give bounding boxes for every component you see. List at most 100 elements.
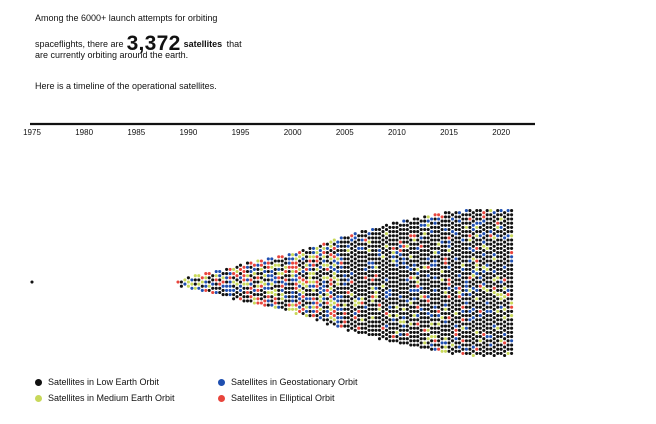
satellite-dot bbox=[430, 242, 434, 246]
satellite-dot bbox=[496, 330, 500, 334]
satellite-dot bbox=[377, 320, 382, 324]
satellite-dot bbox=[496, 301, 500, 305]
satellite-dot bbox=[353, 295, 357, 299]
satellite-dot bbox=[430, 255, 434, 259]
satellite-dot bbox=[395, 305, 399, 309]
satellite-dot bbox=[336, 303, 340, 307]
satellite-dot bbox=[419, 274, 423, 278]
satellite-dot bbox=[395, 322, 399, 326]
satellite-dot bbox=[291, 265, 295, 269]
satellite-dot bbox=[457, 219, 461, 223]
satellite-dot bbox=[471, 269, 475, 274]
satellite-dot bbox=[499, 301, 503, 305]
satellite-dot bbox=[332, 259, 336, 263]
satellite-dot bbox=[315, 301, 319, 305]
satellite-dot bbox=[405, 337, 409, 341]
satellite-dot bbox=[405, 240, 409, 244]
satellite-dot bbox=[322, 255, 326, 259]
satellite-dot bbox=[496, 351, 500, 355]
satellite-dot bbox=[353, 290, 357, 295]
satellite-dot bbox=[311, 301, 316, 305]
satellite-dot bbox=[433, 213, 437, 217]
satellite-dot bbox=[391, 263, 395, 267]
satellite-dot bbox=[419, 337, 423, 341]
satellite-dot bbox=[398, 232, 402, 236]
satellite-dot bbox=[496, 221, 500, 225]
satellite-dot bbox=[315, 297, 319, 301]
satellite-dot bbox=[329, 303, 333, 307]
satellite-dot bbox=[499, 225, 503, 229]
satellite-dot bbox=[384, 278, 389, 282]
satellite-dot bbox=[440, 337, 444, 341]
satellite-dot bbox=[430, 326, 434, 330]
satellite-dot bbox=[384, 261, 389, 265]
satellite-dot bbox=[510, 309, 514, 313]
satellite-dot bbox=[496, 217, 500, 221]
satellite-dot bbox=[402, 328, 406, 332]
satellite-dot bbox=[492, 341, 496, 345]
satellite-dot bbox=[485, 242, 489, 246]
satellite-dot bbox=[384, 299, 389, 303]
satellite-dot bbox=[440, 290, 444, 295]
satellite-dot bbox=[263, 286, 267, 290]
satellite-dot bbox=[416, 288, 420, 292]
satellite-dot bbox=[179, 280, 183, 284]
satellite-dot bbox=[377, 303, 382, 307]
satellite-dot bbox=[457, 286, 461, 290]
satellite-dot bbox=[450, 305, 455, 309]
satellite-dot bbox=[315, 267, 319, 271]
satellite-dot bbox=[440, 303, 444, 307]
satellite-dot bbox=[437, 217, 441, 221]
satellite-dot bbox=[457, 269, 461, 274]
satellite-dot bbox=[433, 272, 437, 276]
satellite-dot bbox=[409, 318, 413, 322]
satellite-dot bbox=[412, 221, 416, 225]
satellite-dot bbox=[221, 293, 225, 297]
satellite-dot bbox=[496, 276, 500, 280]
satellite-dot bbox=[510, 242, 514, 246]
satellite-dot bbox=[270, 278, 274, 282]
intro-line-3: are currently orbiting around the earth. bbox=[35, 50, 189, 60]
satellite-dot bbox=[395, 314, 399, 318]
satellite-dot bbox=[489, 276, 493, 280]
satellite-dot bbox=[510, 246, 514, 250]
satellite-dot bbox=[489, 288, 493, 292]
satellite-dot bbox=[384, 257, 389, 261]
satellite-dot bbox=[371, 332, 375, 337]
satellite-dot bbox=[343, 286, 347, 290]
satellite-dot bbox=[329, 316, 333, 320]
satellite-dot bbox=[384, 307, 389, 311]
satellite-dot bbox=[489, 267, 493, 271]
satellite-dot bbox=[492, 282, 496, 286]
satellite-dot bbox=[464, 301, 468, 305]
satellite-dot bbox=[332, 267, 336, 271]
satellite-dot bbox=[430, 293, 434, 297]
satellite-dot bbox=[311, 284, 316, 288]
satellite-dot bbox=[482, 253, 486, 257]
legend-elliptical-label: Satellites in Elliptical Orbit bbox=[231, 393, 335, 403]
satellite-dot bbox=[430, 330, 434, 334]
satellite-dot bbox=[443, 320, 448, 324]
satellite-dot bbox=[496, 263, 500, 267]
satellite-dot bbox=[371, 311, 375, 316]
satellite-dot bbox=[450, 326, 455, 330]
satellite-dot bbox=[450, 242, 455, 246]
satellite-dot bbox=[277, 267, 281, 271]
satellite-dot bbox=[475, 251, 479, 255]
satellite-dot bbox=[232, 267, 236, 271]
satellite-dot bbox=[318, 299, 322, 303]
satellite-dot bbox=[388, 318, 392, 322]
satellite-dot bbox=[214, 269, 218, 274]
satellite-dot bbox=[402, 248, 406, 253]
satellite-dot bbox=[204, 280, 208, 284]
satellite-dot bbox=[391, 276, 395, 280]
satellite-dot bbox=[482, 332, 486, 337]
satellite-dot bbox=[336, 299, 340, 303]
satellite-dot bbox=[433, 221, 437, 225]
satellite-dot bbox=[464, 263, 468, 267]
satellite-dot bbox=[412, 335, 416, 339]
satellite-dot bbox=[461, 251, 465, 255]
satellite-dot bbox=[457, 345, 461, 349]
satellite-dot bbox=[329, 290, 333, 295]
satellite-dot bbox=[450, 276, 455, 280]
